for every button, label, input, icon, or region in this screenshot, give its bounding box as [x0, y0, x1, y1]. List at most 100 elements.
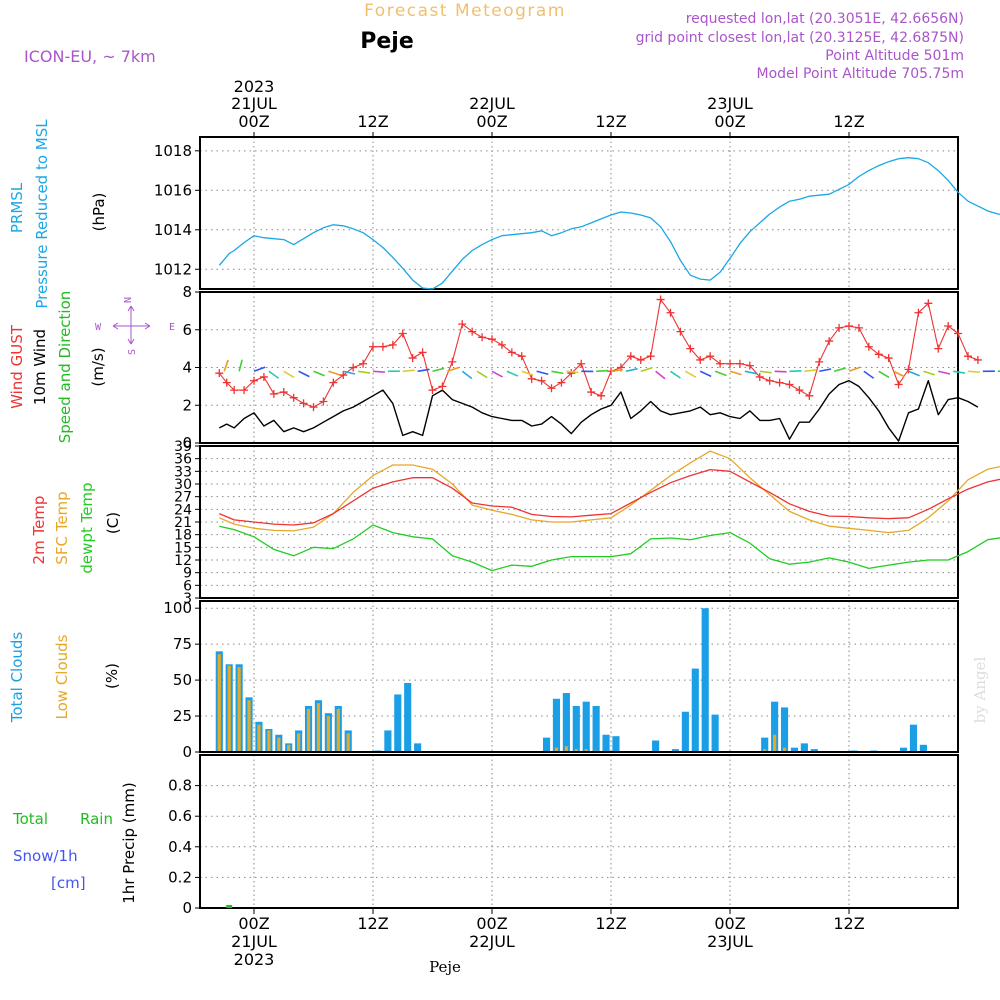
wind-ytick-label: 6 — [182, 321, 192, 339]
rain-bar — [226, 904, 233, 908]
clouds-ytick-label: 75 — [173, 635, 192, 653]
wind-direction-arrow — [313, 370, 325, 377]
wind-gust-marker — [448, 357, 457, 366]
wind-gust-marker — [696, 355, 705, 364]
wind-speed-line — [218, 380, 979, 442]
wind-gust-marker — [864, 342, 873, 351]
wind-gust-marker — [775, 378, 784, 387]
low-clouds-bar — [217, 654, 221, 752]
bottom-time-label: 12Z — [833, 914, 864, 933]
total-clouds-bar — [542, 737, 551, 752]
place-name: Peje — [360, 29, 414, 54]
pressure-ytick-label: 1012 — [154, 260, 192, 278]
temperature-ytick-label: 12 — [174, 553, 192, 569]
wind-direction-arrow — [759, 370, 772, 374]
wind-gust-marker — [250, 376, 258, 385]
wind-direction-arrow — [238, 359, 243, 372]
total-clouds-bar — [919, 744, 927, 752]
wind-gust-marker — [369, 342, 377, 351]
total-clouds-bar — [404, 682, 412, 752]
precipitation-ytick-label: 0.2 — [168, 868, 192, 886]
top-time-label: 00Z — [714, 112, 745, 131]
model-altitude: Model Point Altitude 705.75m — [757, 66, 964, 82]
low-clouds-bar — [554, 747, 559, 752]
wind-direction-arrow — [536, 370, 549, 376]
plot-area: 1012101410161018024683691215182124273033… — [154, 94, 1000, 969]
wind-gust-marker — [240, 386, 249, 395]
low-clouds-label: Low Clouds — [53, 634, 71, 719]
wind-gust-marker — [299, 399, 308, 408]
pressure-label-msl: Pressure Reduced to MSL — [33, 119, 51, 309]
wind-gust-marker — [567, 369, 576, 378]
wind-gust-marker — [309, 403, 318, 412]
wind-direction-arrow — [699, 370, 712, 378]
pressure-line — [218, 157, 1000, 290]
wind-gust-marker — [537, 376, 546, 385]
wind-gust-marker — [215, 369, 224, 378]
wind-gust-marker — [339, 371, 348, 380]
wind-gust-marker — [626, 352, 635, 361]
requested-coords: requested lon,lat (20.3051E, 42.6656N) — [686, 11, 964, 27]
pressure-panel: 1012 1014 1016 1018 — [154, 136, 1000, 290]
wind-gust-marker — [924, 299, 933, 308]
wind-direction-arrow — [328, 370, 341, 376]
wind-direction-arrow — [967, 370, 981, 373]
wind-direction-arrow — [714, 370, 727, 377]
wind-gust-marker — [577, 359, 586, 368]
wind-direction-arrow — [521, 370, 534, 376]
total-clouds-bar — [414, 743, 422, 752]
wind-direction-arrow — [372, 370, 386, 373]
precipitation-ytick-label: 0.4 — [168, 838, 192, 856]
wind-gust-marker — [319, 397, 328, 406]
total-clouds-bar — [780, 707, 789, 752]
wind-direction-arrow — [729, 370, 742, 376]
wind-gust-label: Wind GUST — [8, 324, 26, 409]
wind-direction-arrow — [402, 369, 415, 373]
temperature-ytick-label: 24 — [174, 502, 192, 518]
clouds-ytick-label: 25 — [173, 707, 192, 725]
wind-direction-arrow — [223, 359, 229, 372]
rain-label: Rain — [80, 810, 113, 828]
compass-n: N — [123, 297, 134, 303]
wind-gust-marker — [230, 386, 239, 395]
wind-gust-marker — [805, 391, 814, 400]
wind-direction-arrow — [670, 370, 681, 379]
top-time-label: 22JUL — [469, 94, 515, 113]
wind-direction-arrow — [343, 370, 356, 375]
wind-gust-marker — [964, 352, 972, 361]
wind-gust-marker — [884, 354, 893, 363]
dewpt-line — [219, 524, 1000, 572]
wind-direction-arrow — [476, 370, 488, 379]
wind-gust-marker — [745, 361, 754, 370]
wind-direction-arrow — [506, 370, 519, 377]
wind-gust-marker — [398, 329, 407, 338]
wind-gust-marker — [329, 378, 338, 387]
wind-direction-arrow — [625, 367, 638, 373]
total-clouds-bar — [384, 730, 392, 752]
low-clouds-bar — [564, 746, 568, 752]
low-clouds-bar — [346, 733, 350, 752]
dewpt-label: dewpt Temp — [78, 482, 96, 573]
wind-direction-arrow — [863, 370, 875, 379]
total-clouds-bar — [771, 701, 779, 752]
chart-title: Forecast Meteogram — [364, 1, 566, 21]
temperature-ytick-label: 30 — [174, 477, 192, 493]
wind-gust-marker — [815, 357, 824, 366]
model-label: ICON-EU, ~ 7km — [24, 47, 156, 66]
wind-gust-marker — [755, 372, 764, 381]
wind-gust-marker — [636, 355, 645, 364]
wind-gust-marker — [686, 344, 695, 353]
wind-gust-marker — [428, 386, 437, 395]
wind-gust-marker — [914, 308, 923, 317]
wind-unit: (m/s) — [89, 347, 107, 386]
low-clouds-bar — [297, 733, 301, 752]
total-clouds-bar — [681, 711, 689, 752]
wind-gust-marker — [222, 378, 231, 387]
wind-gust-marker — [587, 388, 596, 397]
snow-unit-label: [cm] — [51, 874, 86, 892]
total-clouds-bar — [909, 724, 918, 752]
wind-gust-marker — [418, 348, 427, 357]
wind-gust-marker — [795, 386, 804, 395]
wind-gust-marker — [478, 333, 487, 342]
